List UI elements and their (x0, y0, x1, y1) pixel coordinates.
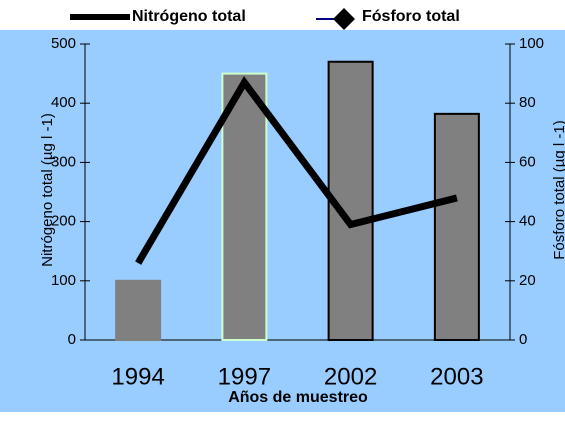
y2-tick-label: 100 (519, 35, 544, 52)
y2-tick-label: 0 (519, 331, 527, 348)
x-tick-label: 2003 (430, 363, 483, 390)
y2-tick-label: 60 (519, 153, 536, 170)
bar (115, 279, 162, 341)
legend-label: Fósforo total (362, 8, 460, 25)
y-tick-label: 100 (51, 272, 76, 289)
x-tick-label: 1994 (111, 363, 164, 390)
y2-tick-label: 20 (519, 272, 536, 289)
x-tick-label: 1997 (218, 363, 271, 390)
x-tick-label: 2002 (324, 363, 377, 390)
bar (433, 112, 480, 341)
legend-label: Nitrógeno total (132, 8, 246, 25)
y-axis-label: Nitrógeno total (µg l -1) (39, 113, 56, 267)
y-tick-label: 500 (51, 35, 76, 52)
line-series (135, 76, 458, 265)
y-tick-label: 400 (51, 94, 76, 111)
y2-tick-label: 40 (519, 213, 536, 230)
y-tick-label: 300 (51, 153, 76, 170)
bar (221, 72, 268, 341)
legend-marker (333, 8, 355, 30)
y-tick-label: 0 (68, 331, 76, 348)
x-axis-label: Años de muestreo (228, 389, 368, 406)
legend-swatch (70, 14, 130, 20)
y2-tick-label: 80 (519, 94, 536, 111)
y-tick-label: 200 (51, 213, 76, 230)
y2-axis-label: Fósforo total (µg l -1) (551, 120, 565, 260)
